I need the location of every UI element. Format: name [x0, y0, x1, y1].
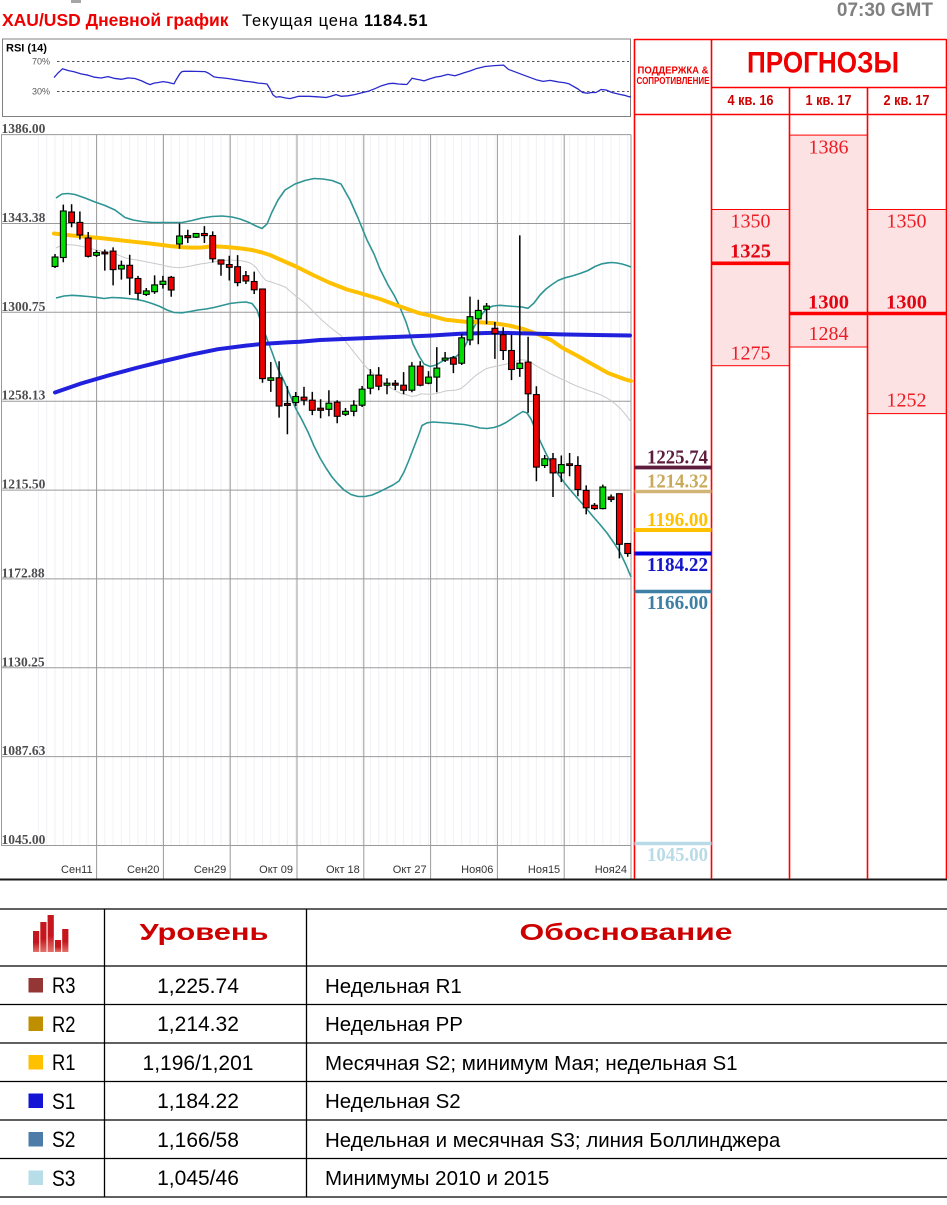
- svg-text:1,196/1,201: 1,196/1,201: [143, 1052, 254, 1075]
- svg-text:1045.00: 1045.00: [2, 832, 46, 847]
- svg-text:Недельная R1: Недельная R1: [325, 975, 462, 998]
- svg-text:1215.50: 1215.50: [2, 477, 46, 492]
- svg-text:Обоснование: Обоснование: [520, 919, 733, 945]
- svg-text:Сен29: Сен29: [194, 864, 226, 876]
- svg-text:1196.00: 1196.00: [647, 510, 708, 531]
- svg-text:S2: S2: [52, 1127, 76, 1152]
- svg-text:07:30 GMT: 07:30 GMT: [837, 0, 933, 21]
- svg-text:S3: S3: [52, 1166, 76, 1191]
- svg-text:Недельная и месячная S3; линия: Недельная и месячная S3; линия Боллиндже…: [325, 1129, 781, 1152]
- svg-text:XAU/USD Дневной график: XAU/USD Дневной график: [2, 10, 229, 30]
- svg-text:Сен20: Сен20: [127, 864, 159, 876]
- svg-text:S1: S1: [52, 1089, 76, 1114]
- svg-text:R2: R2: [52, 1012, 76, 1037]
- svg-text:1166.00: 1166.00: [647, 593, 708, 614]
- svg-text:1,214.32: 1,214.32: [157, 1013, 239, 1036]
- svg-text:СОПРОТИВЛЕНИЕ: СОПРОТИВЛЕНИЕ: [637, 76, 710, 87]
- svg-text:1350: 1350: [887, 211, 927, 233]
- svg-text:1350: 1350: [731, 211, 771, 233]
- svg-text:1258.13: 1258.13: [2, 388, 46, 403]
- svg-text:1,225.74: 1,225.74: [157, 975, 239, 998]
- svg-text:1 кв. 17: 1 кв. 17: [806, 92, 852, 109]
- svg-text:Минимумы 2010 и 2015: Минимумы 2010 и 2015: [325, 1167, 549, 1190]
- svg-text:ПОДДЕРЖКА &: ПОДДЕРЖКА &: [638, 66, 709, 77]
- svg-text:1,166/58: 1,166/58: [157, 1129, 239, 1152]
- svg-text:Окт 18: Окт 18: [326, 864, 360, 876]
- svg-text:Окт 09: Окт 09: [259, 864, 293, 876]
- svg-text:Ноя24: Ноя24: [595, 864, 627, 876]
- svg-text:1343.38: 1343.38: [2, 210, 46, 225]
- svg-text:1130.25: 1130.25: [2, 654, 45, 669]
- svg-text:1300: 1300: [886, 292, 927, 314]
- svg-text:1284: 1284: [809, 323, 849, 345]
- svg-text:1045.00: 1045.00: [647, 845, 708, 866]
- svg-text:1,184.22: 1,184.22: [157, 1090, 239, 1113]
- svg-text:4 кв. 16: 4 кв. 16: [728, 92, 774, 109]
- svg-text:Текущая цена 1184.51: Текущая цена 1184.51: [242, 12, 428, 30]
- svg-text:Недельная S2: Недельная S2: [325, 1090, 461, 1113]
- svg-text:1184.22: 1184.22: [647, 555, 708, 576]
- svg-text:Ноя15: Ноя15: [528, 864, 560, 876]
- svg-text:Недельная PP: Недельная PP: [325, 1013, 463, 1036]
- svg-text:1,045/46: 1,045/46: [157, 1167, 239, 1190]
- svg-text:30%: 30%: [32, 87, 50, 97]
- svg-text:RSI (14): RSI (14): [6, 43, 47, 55]
- svg-text:1225.74: 1225.74: [647, 448, 708, 469]
- svg-text:ПРОГНОЗЫ: ПРОГНОЗЫ: [747, 47, 899, 80]
- svg-text:1300.75: 1300.75: [2, 299, 46, 314]
- svg-text:Уровень: Уровень: [140, 919, 269, 945]
- svg-text:Ноя06: Ноя06: [461, 864, 493, 876]
- svg-text:Окт 27: Окт 27: [393, 864, 427, 876]
- svg-text:1252: 1252: [887, 390, 927, 412]
- svg-text:Сен11: Сен11: [61, 864, 93, 876]
- svg-text:1300: 1300: [808, 292, 849, 314]
- svg-text:70%: 70%: [32, 57, 50, 67]
- svg-text:2 кв. 17: 2 кв. 17: [884, 92, 930, 109]
- svg-text:Месячная S2; минимум Мая; неде: Месячная S2; минимум Мая; недельная S1: [325, 1052, 738, 1075]
- svg-text:R1: R1: [52, 1050, 76, 1075]
- svg-text:R3: R3: [52, 973, 76, 998]
- svg-text:1386: 1386: [809, 137, 849, 159]
- svg-text:1275: 1275: [731, 343, 771, 365]
- svg-text:1386.00: 1386.00: [2, 121, 46, 136]
- svg-text:1325: 1325: [730, 241, 771, 263]
- svg-text:1172.88: 1172.88: [2, 565, 45, 580]
- svg-text:1214.32: 1214.32: [647, 472, 708, 493]
- svg-text:1087.63: 1087.63: [2, 743, 46, 758]
